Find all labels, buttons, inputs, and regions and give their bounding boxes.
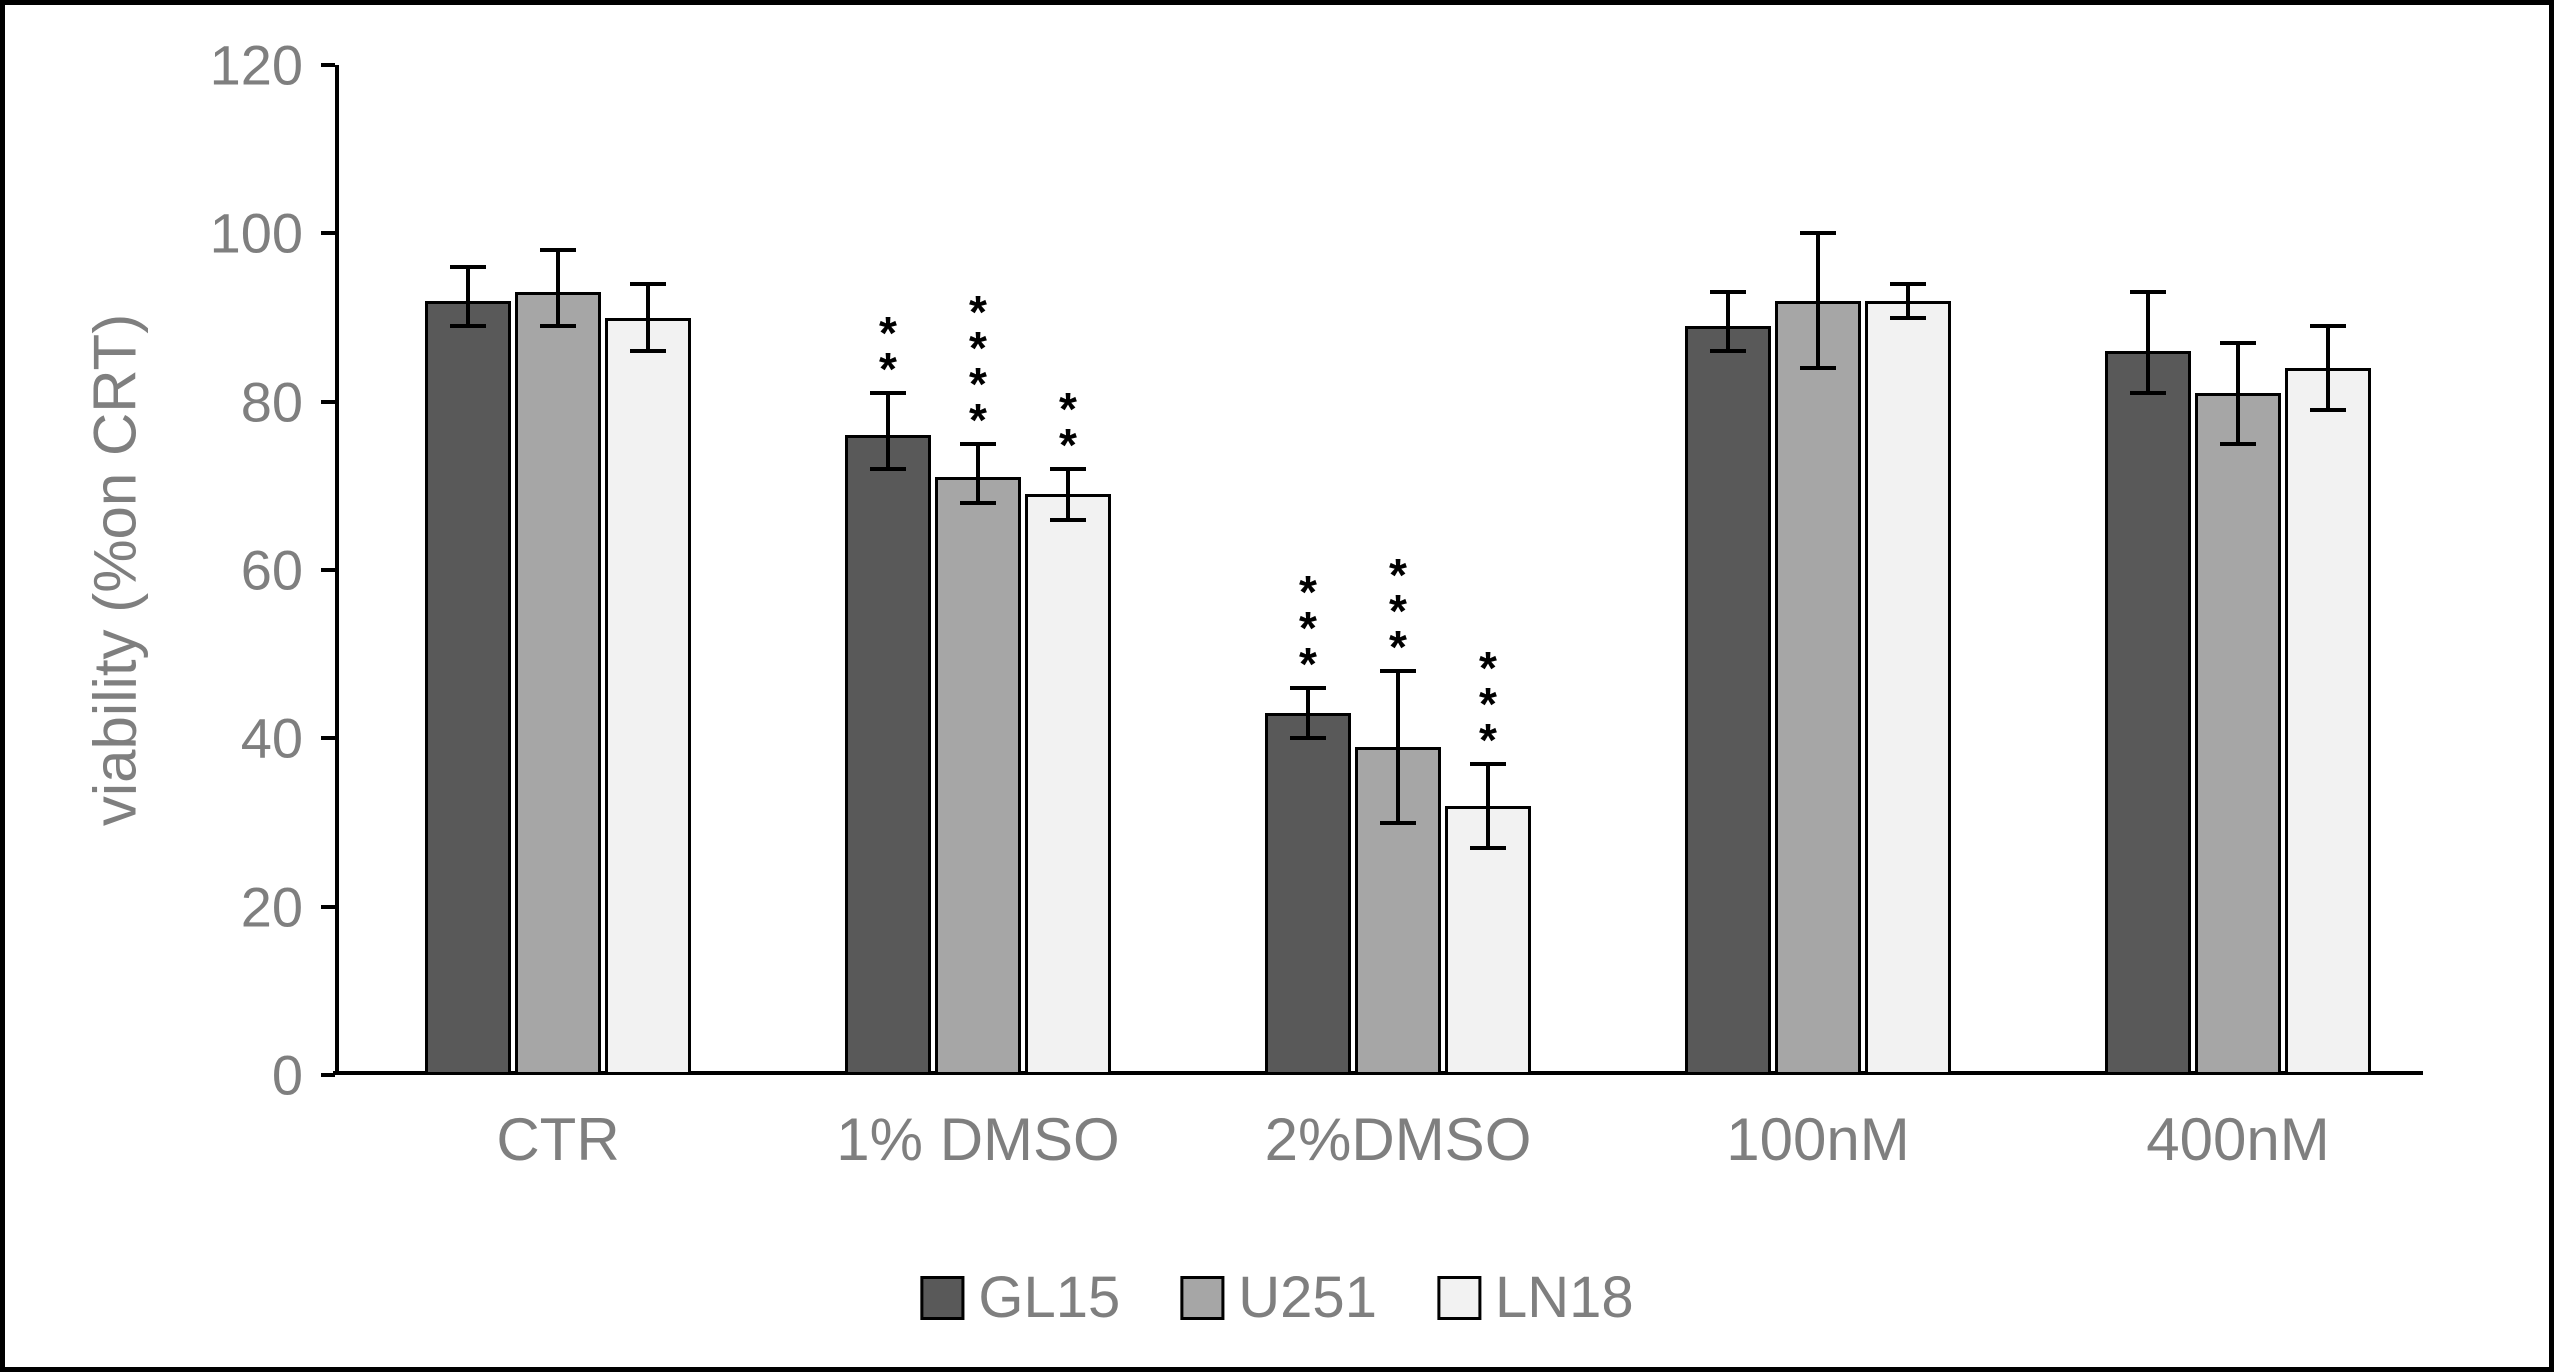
significance-marker: **	[1045, 383, 1091, 455]
error-bar	[886, 393, 890, 469]
legend-swatch	[1180, 1276, 1224, 1320]
legend-label: GL15	[978, 1264, 1120, 1331]
y-tick-label: 80	[241, 369, 335, 434]
x-category-label: 1% DMSO	[836, 1075, 1119, 1174]
legend-item: U251	[1180, 1264, 1377, 1331]
error-cap	[630, 282, 666, 286]
error-cap	[540, 248, 576, 252]
error-bar	[1816, 233, 1820, 368]
y-axis-title: viability (%on CRT)	[81, 314, 150, 826]
error-cap	[1380, 669, 1416, 673]
legend-swatch	[920, 1276, 964, 1320]
y-tick-label: 0	[272, 1043, 335, 1108]
error-cap	[2310, 324, 2346, 328]
significance-marker: ***	[1285, 566, 1331, 674]
error-cap	[1050, 518, 1086, 522]
error-bar	[646, 284, 650, 351]
x-category-label: 2%DMSO	[1265, 1075, 1532, 1174]
error-cap	[630, 349, 666, 353]
error-bar	[1066, 469, 1070, 520]
error-bar	[2236, 343, 2240, 444]
bar	[845, 435, 931, 1075]
y-tick-label: 60	[241, 538, 335, 603]
error-cap	[1290, 686, 1326, 690]
error-cap	[540, 324, 576, 328]
bar	[2105, 351, 2191, 1075]
error-cap	[870, 391, 906, 395]
significance-marker: **	[865, 307, 911, 379]
error-cap	[1290, 736, 1326, 740]
x-category-label: CTR	[496, 1075, 619, 1174]
bar	[1775, 301, 1861, 1075]
error-cap	[1800, 366, 1836, 370]
significance-marker: ***	[1465, 642, 1511, 750]
bar	[935, 477, 1021, 1075]
error-bar	[2146, 292, 2150, 393]
error-bar	[2326, 326, 2330, 410]
error-cap	[450, 265, 486, 269]
error-bar	[1726, 292, 1730, 351]
bar	[2285, 368, 2371, 1075]
legend-swatch	[1437, 1276, 1481, 1320]
chart-area: viability (%on CRT) 020406080100120CTR**…	[335, 65, 2425, 1075]
error-cap	[1470, 846, 1506, 850]
error-bar	[466, 267, 470, 326]
error-bar	[1906, 284, 1910, 318]
bar	[605, 318, 691, 1076]
y-tick-label: 20	[241, 874, 335, 939]
error-cap	[960, 442, 996, 446]
error-cap	[1710, 349, 1746, 353]
error-bar	[1306, 688, 1310, 739]
error-bar	[1396, 671, 1400, 823]
error-cap	[1890, 316, 1926, 320]
error-cap	[1470, 762, 1506, 766]
y-tick-label: 100	[210, 201, 335, 266]
error-cap	[960, 501, 996, 505]
error-cap	[1890, 282, 1926, 286]
bar	[1265, 713, 1351, 1075]
legend-label: U251	[1238, 1264, 1377, 1331]
plot-region: viability (%on CRT) 020406080100120CTR**…	[335, 65, 2425, 1075]
y-axis-line	[335, 65, 339, 1075]
y-tick-label: 120	[210, 33, 335, 98]
error-cap	[2220, 442, 2256, 446]
legend-label: LN18	[1495, 1264, 1634, 1331]
error-cap	[1710, 290, 1746, 294]
error-cap	[2220, 341, 2256, 345]
bar	[1865, 301, 1951, 1075]
error-bar	[976, 444, 980, 503]
error-bar	[556, 250, 560, 326]
y-tick-label: 40	[241, 706, 335, 771]
legend-item: LN18	[1437, 1264, 1634, 1331]
legend: GL15 U251 LN18	[920, 1264, 1633, 1331]
bar	[425, 301, 511, 1075]
bar	[2195, 393, 2281, 1075]
error-cap	[1050, 467, 1086, 471]
x-category-label: 400nM	[2146, 1075, 2329, 1174]
error-cap	[870, 467, 906, 471]
chart-frame: viability (%on CRT) 0 20 40 60 80 100 120 CTR **…	[0, 0, 2554, 1372]
significance-marker: ***	[1375, 549, 1421, 657]
error-bar	[1486, 764, 1490, 848]
error-cap	[1800, 231, 1836, 235]
legend-item: GL15	[920, 1264, 1120, 1331]
bar	[1025, 494, 1111, 1075]
error-cap	[2310, 408, 2346, 412]
bar	[515, 292, 601, 1075]
error-cap	[2130, 391, 2166, 395]
significance-marker: ****	[955, 286, 1001, 430]
error-cap	[2130, 290, 2166, 294]
x-category-label: 100nM	[1726, 1075, 1909, 1174]
error-cap	[450, 324, 486, 328]
error-cap	[1380, 821, 1416, 825]
bar	[1685, 326, 1771, 1075]
